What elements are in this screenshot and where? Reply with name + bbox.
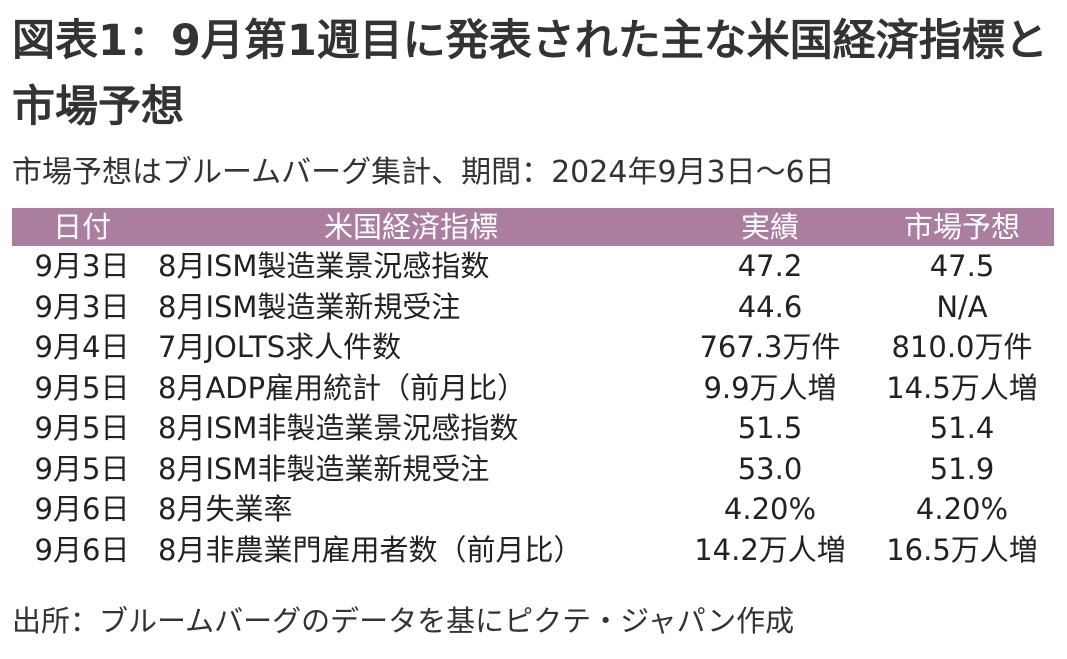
cell-indicator: 8月失業率 — [158, 492, 293, 527]
table-body: 9月3日 8月ISM製造業景況感指数 47.2 47.5 9月3日 8月ISM製… — [12, 246, 1054, 570]
cell-actual: 53.0 — [737, 451, 803, 486]
cell-actual: 44.6 — [737, 289, 803, 324]
cell-actual: 9.9万人増 — [703, 370, 837, 405]
table-row: 9月6日 8月非農業門雇用者数（前月比） 14.2万人増 16.5万人増 — [12, 530, 1054, 571]
cell-indicator: 8月非農業門雇用者数（前月比） — [158, 532, 583, 567]
indicators-table: 日付 米国経済指標 実績 市場予想 9月3日 8月ISM製造業景況感指数 47.… — [12, 208, 1054, 570]
table-row: 9月5日 8月ISM非製造業景況感指数 51.5 51.4 — [12, 408, 1054, 449]
header-indicator: 米国経済指標 — [152, 208, 670, 246]
cell-indicator: 8月ISM製造業新規受注 — [158, 289, 461, 324]
cell-date: 9月3日 — [34, 289, 130, 324]
cell-forecast: 810.0万件 — [891, 330, 1033, 365]
cell-actual: 767.3万件 — [699, 330, 841, 365]
cell-actual: 14.2万人増 — [694, 532, 846, 567]
cell-forecast: 16.5万人増 — [886, 532, 1038, 567]
header-date: 日付 — [12, 208, 152, 246]
source-note: 出所：ブルームバーグのデータを基にピクテ・ジャパン作成 — [12, 604, 795, 638]
cell-indicator: 8月ISM製造業景況感指数 — [158, 249, 490, 284]
table-header-row: 日付 米国経済指標 実績 市場予想 — [12, 208, 1054, 246]
cell-date: 9月4日 — [34, 330, 130, 365]
page-subtitle: 市場予想はブルームバーグ集計、期間：2024年9月3日～6日 — [12, 155, 835, 190]
cell-date: 9月6日 — [34, 492, 130, 527]
page-title: 図表1：9月第1週目に発表された主な米国経済指標と市場予想 — [12, 16, 1048, 132]
cell-indicator: 8月ISM非製造業新規受注 — [158, 451, 490, 486]
table-header: 日付 米国経済指標 実績 市場予想 — [12, 208, 1054, 246]
cell-actual: 4.20% — [723, 492, 817, 527]
header-actual: 実績 — [670, 208, 870, 246]
cell-date: 9月5日 — [34, 411, 130, 446]
cell-date: 9月5日 — [34, 451, 130, 486]
cell-date: 9月5日 — [34, 370, 130, 405]
cell-date: 9月3日 — [34, 249, 130, 284]
table-row: 9月4日 7月JOLTS求人件数 767.3万件 810.0万件 — [12, 327, 1054, 368]
table-row: 9月6日 8月失業率 4.20% 4.20% — [12, 489, 1054, 530]
table-row: 9月5日 8月ISM非製造業新規受注 53.0 51.9 — [12, 449, 1054, 490]
cell-indicator: 8月ISM非製造業景況感指数 — [158, 411, 519, 446]
cell-actual: 47.2 — [737, 249, 803, 284]
table-row: 9月3日 8月ISM製造業新規受注 44.6 N/A — [12, 287, 1054, 328]
cell-forecast: 51.4 — [929, 411, 995, 446]
table-row: 9月5日 8月ADP雇用統計（前月比） 9.9万人増 14.5万人増 — [12, 368, 1054, 409]
cell-date: 9月6日 — [34, 532, 130, 567]
cell-forecast: 47.5 — [929, 249, 995, 284]
header-forecast: 市場予想 — [870, 208, 1054, 246]
cell-indicator: 8月ADP雇用統計（前月比） — [158, 370, 527, 405]
cell-forecast: 14.5万人増 — [886, 370, 1038, 405]
cell-indicator: 7月JOLTS求人件数 — [158, 330, 402, 365]
table-row: 9月3日 8月ISM製造業景況感指数 47.2 47.5 — [12, 246, 1054, 287]
cell-forecast: 4.20% — [915, 492, 1009, 527]
cell-actual: 51.5 — [737, 411, 803, 446]
cell-forecast: 51.9 — [929, 451, 995, 486]
cell-forecast: N/A — [936, 289, 988, 324]
